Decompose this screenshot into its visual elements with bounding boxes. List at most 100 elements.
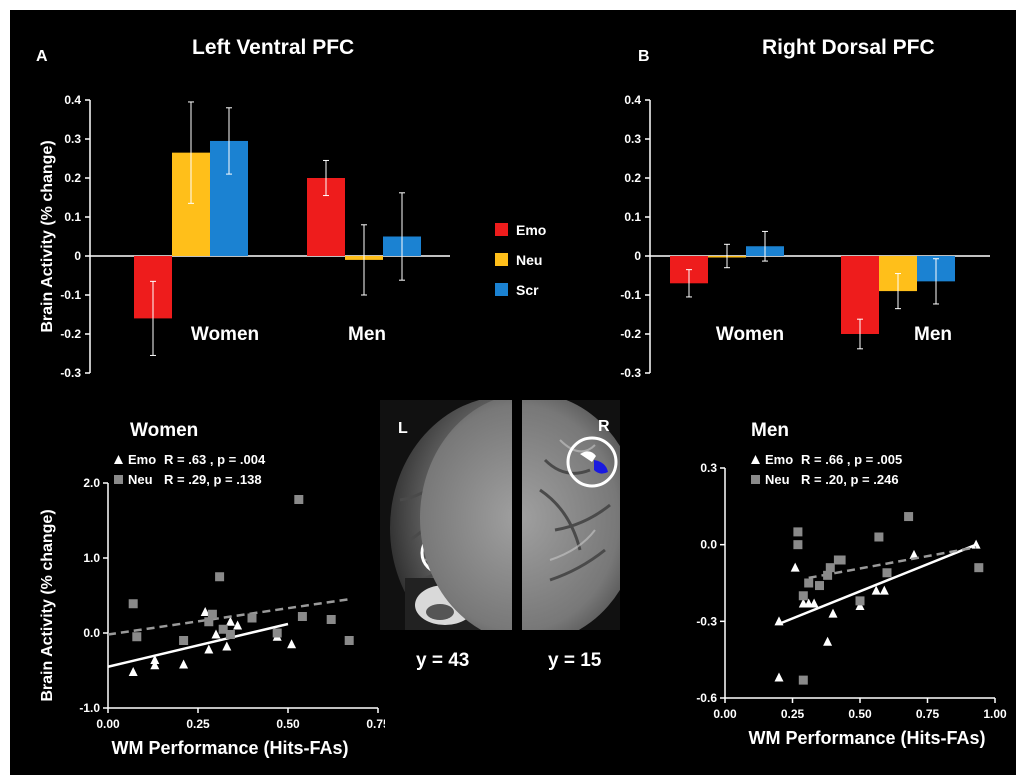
brain-images: L R y = 43 y = 15 <box>380 400 620 690</box>
scatter-chart-men: Men Emo R = .66 , p = .005 Neu R = .20, p = … <box>696 420 1007 748</box>
point-neu <box>825 563 835 573</box>
x-axis-label: WM Performance (Hits-FAs) <box>111 738 348 758</box>
legend-triangle-marker <box>751 455 760 464</box>
y-tick-label: -0.2 <box>60 327 81 341</box>
point-neu <box>204 617 214 627</box>
point-emo <box>871 585 881 595</box>
point-neu <box>128 599 138 609</box>
legend-series-neu: Neu <box>765 472 790 487</box>
x-tick-label: 0.75 <box>366 717 385 731</box>
point-neu <box>326 615 336 624</box>
y-tick-label: -0.6 <box>696 691 717 705</box>
scatter-title: Women <box>130 420 198 441</box>
point-emo <box>150 655 160 664</box>
figure-canvas: A Left Ventral PFC B Right Dorsal PFC Br… <box>10 10 1016 775</box>
category-label: Men <box>914 324 952 345</box>
point-neu <box>218 624 228 634</box>
category-label: Women <box>716 324 784 345</box>
fit-line-neu <box>808 545 977 580</box>
point-emo <box>809 598 819 608</box>
point-neu <box>247 613 257 623</box>
point-emo <box>879 585 889 595</box>
x-tick-label: 0.75 <box>916 707 940 721</box>
point-neu <box>793 527 803 537</box>
y-tick-label: 0.4 <box>624 93 641 107</box>
point-neu <box>297 612 307 621</box>
point-emo <box>855 601 865 610</box>
y-tick-label: 0.3 <box>624 132 641 146</box>
legend-series-neu: Neu <box>128 472 153 487</box>
bar-chart-left-ventral-pfc: Brain Activity (% change) 0.4 0.3 0.2 0.1 0 -0… <box>39 93 450 380</box>
y-tick-label: -0.1 <box>620 288 641 302</box>
y-tick-label: -0.2 <box>620 327 641 341</box>
panel-a-letter: A <box>36 48 48 65</box>
point-emo <box>790 562 800 572</box>
point-neu <box>294 495 304 504</box>
point-emo <box>287 639 297 649</box>
legend-stat-emo: R = .66 , p = .005 <box>801 452 902 467</box>
legend-square-marker <box>114 475 123 484</box>
y-tick-label: -0.3 <box>620 366 641 380</box>
y-tick-label: 0 <box>74 249 81 263</box>
x-tick-label: 0.50 <box>276 717 300 731</box>
legend-square-marker <box>751 475 760 484</box>
point-neu <box>225 630 235 639</box>
legend-series-emo: Emo <box>128 452 156 467</box>
legend-stat-neu: R = .20, p = .246 <box>801 472 899 487</box>
brain-right-label: R <box>598 418 610 435</box>
legend-triangle-marker <box>114 455 123 464</box>
point-neu <box>132 632 142 642</box>
point-neu <box>798 675 808 685</box>
point-emo <box>200 607 210 616</box>
point-neu <box>804 578 814 588</box>
x-tick-label: 0.50 <box>848 707 872 721</box>
y-tick-label: 0.3 <box>700 461 717 475</box>
point-neu <box>815 581 824 591</box>
point-emo <box>823 636 833 646</box>
x-tick-label: 0.00 <box>96 717 120 731</box>
panel-b-title: Right Dorsal PFC <box>762 36 935 59</box>
legend-stat-emo: R = .63 , p = .004 <box>164 452 266 467</box>
legend-swatch-neu <box>495 253 508 266</box>
point-emo <box>909 549 919 559</box>
point-neu <box>798 591 808 601</box>
y-axis-label: Brain Activity (% change) <box>39 140 56 332</box>
category-label: Men <box>348 324 386 345</box>
point-emo <box>828 608 838 618</box>
x-tick-label: 0.00 <box>713 707 737 721</box>
point-emo <box>204 644 214 654</box>
x-axis-label: WM Performance (Hits-FAs) <box>748 728 985 748</box>
y-tick-label: 0.0 <box>700 538 717 552</box>
point-emo <box>150 660 160 670</box>
point-emo <box>225 616 235 626</box>
y-tick-label: -1.0 <box>79 701 100 715</box>
y-tick-label: -0.3 <box>60 366 81 380</box>
y-tick-label: -0.1 <box>60 288 81 302</box>
point-emo <box>222 641 232 651</box>
point-emo <box>233 620 243 630</box>
scatter-chart-women: Women Emo R = .63 , p = .004 Neu R = .29, p … <box>39 420 385 758</box>
point-emo <box>128 667 138 676</box>
x-tick-label: 0.25 <box>781 707 805 721</box>
point-emo <box>211 629 221 639</box>
point-neu <box>344 636 354 645</box>
x-tick-label: 1.00 <box>983 707 1007 721</box>
y-axis-label: Brain Activity (% change) <box>39 509 56 701</box>
legend-label-emo: Emo <box>516 222 546 238</box>
y-tick-label: 0.4 <box>64 93 81 107</box>
bar-chart-right-dorsal-pfc: 0.4 0.3 0.2 0.1 0 -0.1 -0.2 -0.3 Women Men <box>620 93 990 380</box>
brain-right-caption: y = 15 <box>548 650 602 671</box>
x-tick-label: 0.25 <box>186 717 210 731</box>
fit-line-emo <box>778 543 977 626</box>
point-neu <box>793 540 803 550</box>
brain-left-label: L <box>398 420 408 437</box>
point-neu <box>855 596 865 606</box>
point-neu <box>207 609 217 619</box>
y-tick-label: 0 <box>634 249 641 263</box>
legend-label-neu: Neu <box>516 252 542 268</box>
point-emo <box>971 539 981 549</box>
legend-swatch-emo <box>495 223 508 236</box>
point-neu <box>836 555 846 565</box>
y-tick-label: 0.0 <box>83 626 100 640</box>
brain-left-caption: y = 43 <box>416 650 470 671</box>
